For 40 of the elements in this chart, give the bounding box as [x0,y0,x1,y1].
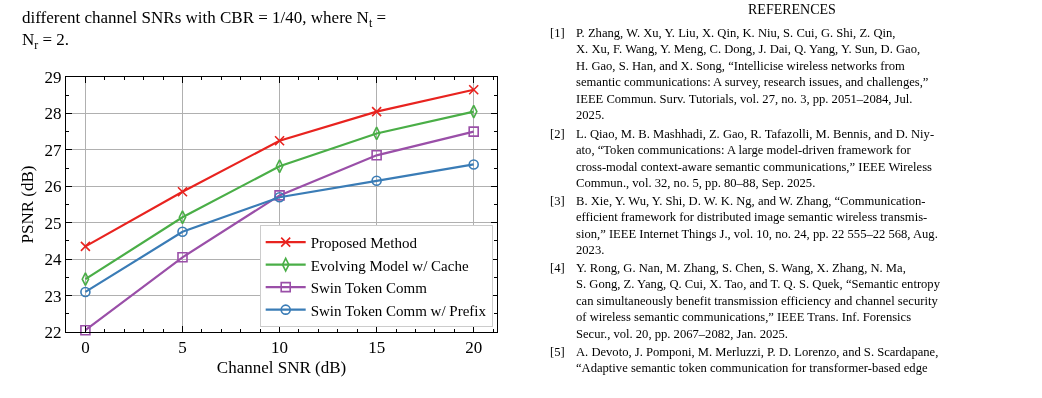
y-tick-label: 28 [44,104,62,124]
text: REFERENCES [748,2,836,17]
y-tick-label: 25 [44,213,62,233]
point [80,324,91,336]
point [274,135,285,147]
y-tick-label: 29 [44,67,62,87]
point [80,241,91,252]
x-tick-label: 0 [81,338,90,358]
point [468,159,479,170]
legend-label: Swin Token Comm [310,280,428,296]
y-tick-label: 22 [44,322,62,342]
y-axis-title: PSNR (dB) [18,165,38,244]
text: [1] P. Zhang, W. Xu, Y. Liu, X. Qin, K. Niu, S. Cui, G. Shi, Z. Qin, X. Xu, F. Wang, Y. Meng, C. Dong, J. Dai, Q. Yang, Y. Sun, D. Gao, H. Gao, S. Han, and X. Song, “Intellicise wireless networks from semantic communications: A survey, research issues, and challenges,” IEEE Commun. Surv. Tutorials, vol. 27, no. 3, pp. 2051–2084, Jul. 2025. [550,26,929,122]
text: [3] B. Xie, Y. Wu, Y. Shi, D. W. K. Ng, and W. Zhang, “Communication- efficient framework for distributed image semantic wireless transmis- sion,” IEEE Internet Things J., vol. 10, no. 24, pp. 22 555–22 568, Aug. 2023. [550,194,938,258]
text: [2] L. Qiao, M. B. Mashhadi, Z. Gao, R. Tafazolli, M. Bennis, and D. Niy- ato, “Token communications: A large model-driven framework for cross-modal context-aware semantic communications,” IEEE Wireless Commun., vol. 32, no. 5, pp. 80–88, Sep. 2025. [550,127,935,191]
legend-label: Evolving Model w/ Cache [310,257,469,274]
text: [4] Y. Rong, G. Nan, M. Zhang, S. Chen, S. Wang, X. Zhang, N. Ma, S. Gong, Z. Yang, Q. Cui, X. Tao, and T. Q. S. Quek, “Semantic entropy can simultaneously benefit transmission efficiency and channel security of wireless semantic communications,” IEEE Trans. Inf. Forensics Secur., vol. 20, pp. 2067–2082, Jan. 2025. [550,261,941,341]
legend-label: Swin Token Comm w/ Prefix [310,302,487,319]
y-tick-label: 27 [44,140,63,160]
y-tick-label: 24 [44,250,63,270]
point [177,226,188,238]
point [371,150,382,161]
x-tick-label: 5 [178,338,187,358]
point [468,126,479,137]
point [468,84,479,96]
point [177,186,188,198]
text: [5] A. Devoto, J. Pomponi, M. Merluzzi, P. D. Lorenzo, and S. Scardapane, “Adaptive semantic token communication for transformer-based edge [550,345,939,376]
point [371,175,382,187]
point [177,252,188,263]
y-tick-label: 26 [44,177,62,197]
x-axis-title: Channel SNR (dB) [216,357,347,377]
text: different channel SNRs with CBR = 1/40, where N$_{t}$ = [22,8,387,30]
x-tick-label: 10 [271,338,289,358]
y-tick-label: 23 [44,286,62,306]
point [80,286,91,298]
legend-label: Proposed Method [310,235,418,251]
text: N$_{r}$ = 2. [22,30,70,52]
x-tick-label: 20 [465,338,483,358]
point [371,106,382,117]
x-tick-label: 15 [368,338,386,358]
